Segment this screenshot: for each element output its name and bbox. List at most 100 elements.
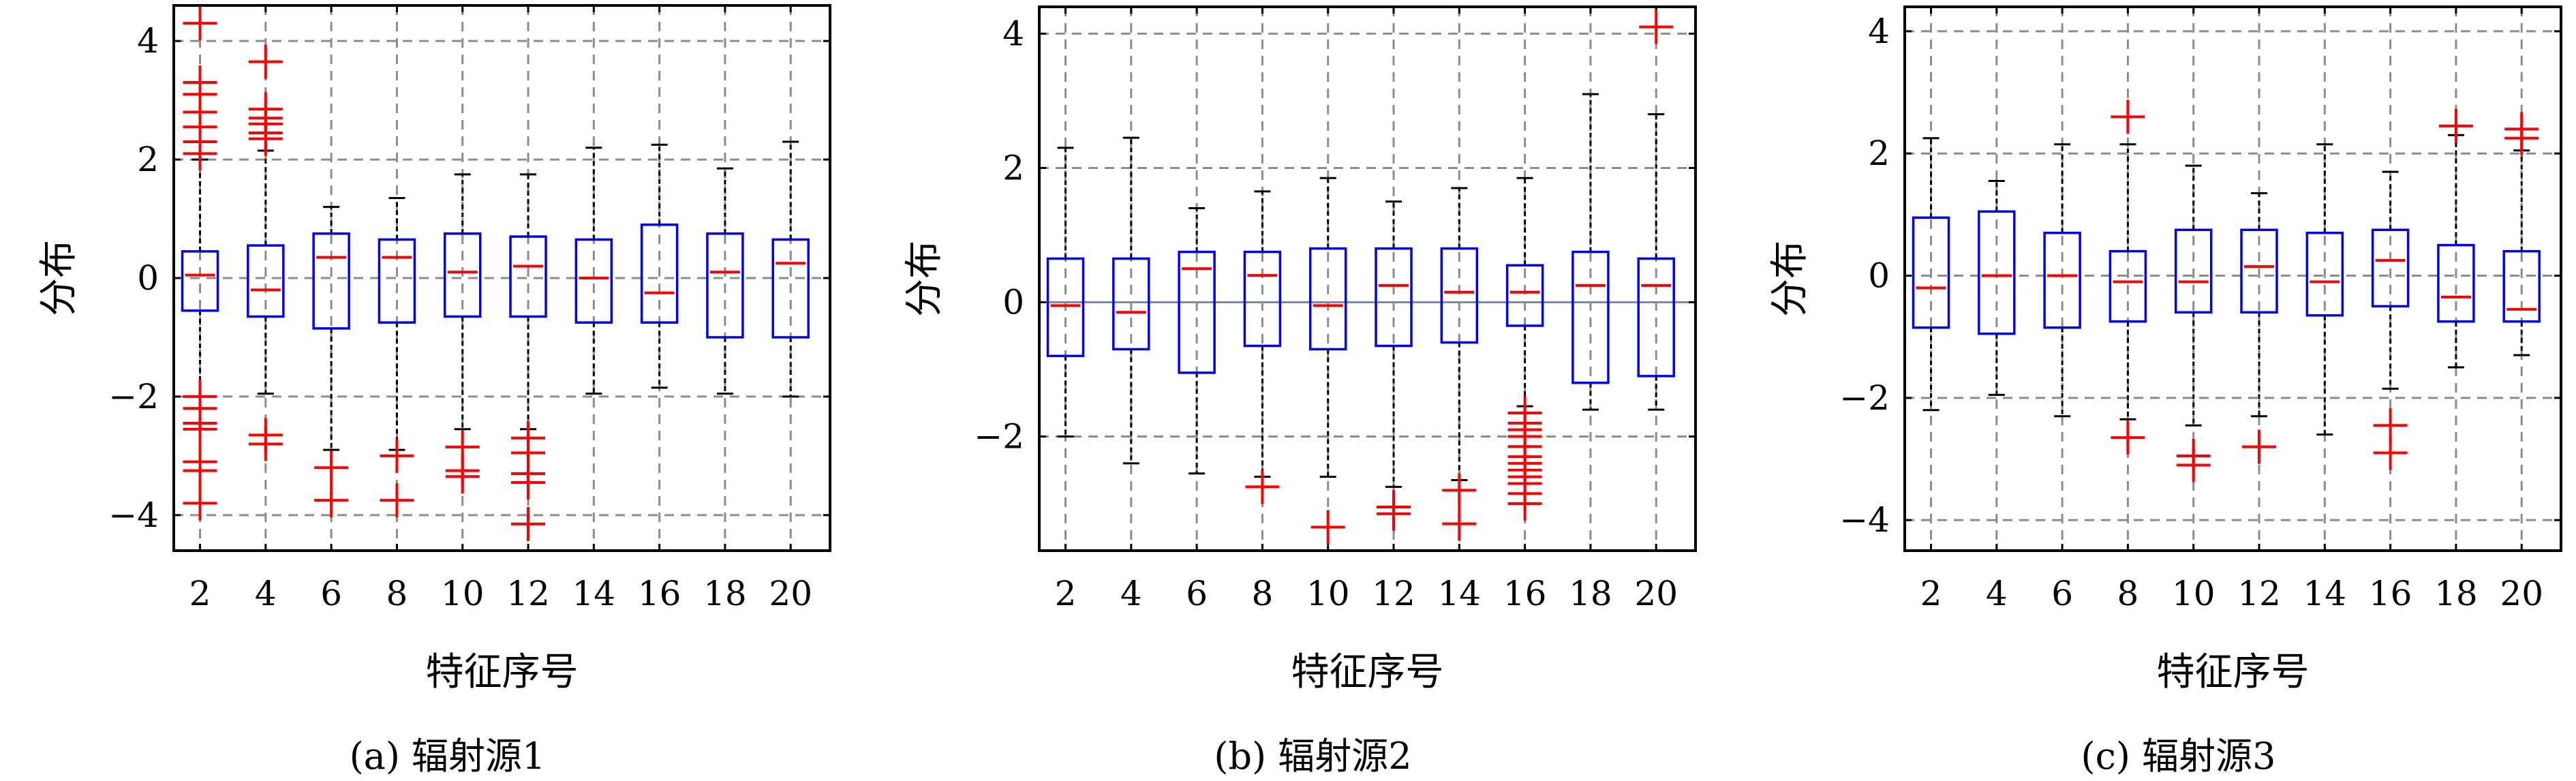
x-tick-label: 16 <box>1503 574 1547 613</box>
outlier-marker <box>183 453 217 488</box>
subfigure-caption: (a) 辐射源1 <box>350 735 546 778</box>
box-4 <box>1112 136 1150 465</box>
box-8 <box>1243 190 1282 504</box>
box-iqr <box>1308 247 1347 351</box>
outlier-marker <box>248 44 283 79</box>
outlier-marker <box>2373 435 2408 470</box>
outlier-marker <box>183 486 217 521</box>
x-tick-label: 4 <box>1120 574 1142 613</box>
x-tick-label: 14 <box>572 574 616 613</box>
box-20 <box>771 140 810 398</box>
y-tick-label: 2 <box>1002 148 1024 187</box>
outlier-marker <box>248 121 283 156</box>
x-tick-label: 8 <box>386 574 408 613</box>
x-tick-label: 18 <box>1569 574 1612 613</box>
box-iqr <box>312 232 350 330</box>
box-4 <box>1978 180 2016 396</box>
box-14 <box>2305 143 2344 436</box>
y-tick-label: −2 <box>108 377 159 416</box>
box-16 <box>1505 177 1544 521</box>
x-tick-label: 12 <box>2237 574 2281 613</box>
y-tick-label: 4 <box>1868 12 1890 51</box>
box-20 <box>1637 10 1675 411</box>
x-tick-label: 2 <box>189 574 211 613</box>
box-iqr <box>1178 250 1216 374</box>
x-tick-label: 16 <box>638 574 681 613</box>
outlier-marker <box>183 412 217 446</box>
x-tick-label: 10 <box>2172 574 2215 613</box>
box-18 <box>2437 108 2475 369</box>
x-tick-label: 6 <box>1186 574 1208 613</box>
plot-frame <box>172 4 831 552</box>
outlier-marker <box>2504 121 2539 155</box>
outlier-marker <box>1310 510 1345 545</box>
box-iqr <box>574 238 613 324</box>
x-tick-label: 14 <box>1438 574 1482 613</box>
x-tick-label: 14 <box>2303 574 2347 613</box>
x-tick-label: 12 <box>506 574 550 613</box>
x-tick-label: 2 <box>1055 574 1077 613</box>
y-axis-title: 分布 <box>1768 241 1812 317</box>
plot-frame <box>1038 5 1697 552</box>
box-iqr <box>1637 257 1675 378</box>
x-tick-label: 16 <box>2369 574 2412 613</box>
y-tick-label: 4 <box>1002 14 1024 53</box>
box-iqr <box>1978 210 2016 335</box>
outlier-marker <box>2438 108 2473 143</box>
box-12 <box>509 173 547 541</box>
outlier-marker <box>183 136 217 171</box>
box-iqr <box>2240 228 2278 314</box>
box-iqr <box>1912 216 1950 329</box>
box-iqr <box>2174 228 2213 314</box>
box-14 <box>1440 187 1479 541</box>
x-tick-label: 18 <box>2434 574 2478 613</box>
box-10 <box>1308 177 1347 545</box>
box-10 <box>2174 164 2213 483</box>
box-iqr <box>1046 257 1085 358</box>
x-tick-label: 6 <box>2051 574 2073 613</box>
x-tick-label: 4 <box>255 574 277 613</box>
outlier-marker <box>2176 448 2211 483</box>
outlier-marker <box>248 427 283 461</box>
outlier-marker <box>511 506 546 541</box>
x-tick-label: 8 <box>1252 574 1274 613</box>
box-12 <box>1375 200 1413 531</box>
box-8 <box>2109 99 2147 455</box>
x-tick-label: 20 <box>2500 574 2543 613</box>
box-2 <box>1912 137 1950 412</box>
box-iqr <box>1375 247 1413 348</box>
box-18 <box>1571 93 1610 411</box>
box-iqr <box>1243 250 1282 348</box>
box-iqr <box>2371 228 2410 308</box>
box-iqr <box>1440 247 1479 344</box>
box-iqr <box>1112 257 1150 351</box>
box-10 <box>443 173 482 494</box>
box-iqr <box>2502 249 2541 323</box>
box-iqr <box>509 235 547 318</box>
box-iqr <box>1505 264 1544 327</box>
subfigure-caption: (b) 辐射源2 <box>1214 735 1411 778</box>
outlier-marker <box>1442 506 1477 541</box>
x-axis-title: 特征序号 <box>426 650 579 694</box>
box-iqr <box>443 232 482 318</box>
outlier-marker <box>314 483 349 518</box>
box-iqr <box>181 250 219 312</box>
box-iqr <box>247 244 285 318</box>
y-tick-label: 0 <box>1868 256 1890 296</box>
box-iqr <box>706 232 744 339</box>
outlier-marker <box>1507 487 1542 521</box>
x-tick-label: 8 <box>2117 574 2139 613</box>
box-6 <box>312 206 350 518</box>
box-iqr <box>640 223 679 324</box>
x-tick-label: 4 <box>1986 574 2008 613</box>
outlier-marker <box>1245 470 1280 504</box>
outlier-marker <box>183 6 217 41</box>
x-tick-label: 12 <box>1372 574 1415 613</box>
box-4 <box>247 44 285 461</box>
box-2 <box>1046 147 1085 438</box>
y-tick-label: 2 <box>1868 134 1890 173</box>
x-tick-label: 20 <box>1634 574 1678 613</box>
